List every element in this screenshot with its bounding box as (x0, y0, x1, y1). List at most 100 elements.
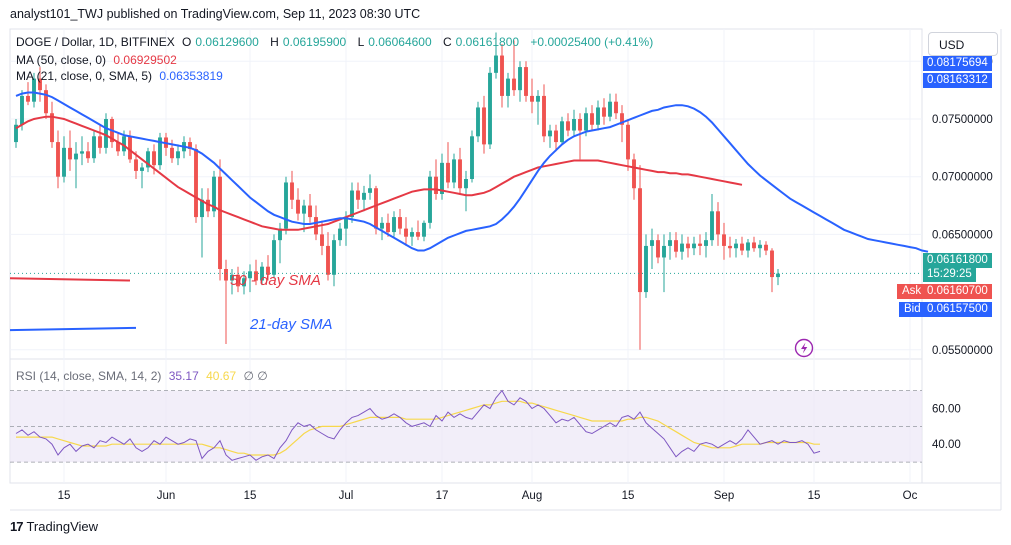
ma21-price-tag: 0.08163312 (923, 73, 992, 88)
candle (374, 185, 378, 235)
candle (524, 61, 528, 102)
candle-body (74, 153, 78, 160)
candle-body (710, 211, 714, 241)
candle (326, 232, 330, 281)
time-tick-label: Jul (339, 490, 354, 502)
lightning-icon[interactable] (794, 338, 814, 358)
candle-body (752, 242, 756, 249)
candle-body (566, 121, 570, 131)
candle (572, 109, 576, 137)
candle (356, 182, 360, 209)
candle-body (638, 188, 642, 293)
candle (494, 32, 498, 79)
candle-body (482, 107, 486, 145)
candle (236, 266, 240, 293)
candle-body (434, 176, 438, 194)
candle (596, 100, 600, 131)
ask-price-tag: 0.06160700 (923, 284, 992, 299)
time-tick-label: Aug (522, 490, 542, 502)
rsi-legend[interactable]: RSI (14, close, SMA, 14, 2) 35.17 40.67 … (16, 369, 272, 383)
time-tick-label: 15 (622, 490, 635, 502)
candle (740, 236, 744, 256)
candle-body (422, 222, 426, 237)
candle-body (230, 274, 234, 281)
candle-body (326, 245, 330, 275)
candle-body (590, 113, 594, 125)
candle (698, 234, 702, 256)
candle (638, 165, 642, 350)
candle (290, 170, 294, 209)
candle-body (524, 67, 528, 96)
bid-price-tag: 0.06157500 (923, 302, 992, 317)
candle-body (716, 211, 720, 235)
candle (518, 61, 522, 102)
candle (32, 72, 36, 108)
candle-body (104, 119, 108, 148)
candle (728, 236, 732, 258)
candle (752, 236, 756, 252)
close-value: C 0.06161800 (443, 35, 520, 49)
candle-body (512, 78, 516, 91)
candle-body (374, 188, 378, 229)
candle-body (128, 136, 132, 160)
candle-body (80, 151, 84, 154)
candle-body (446, 162, 450, 183)
candle (158, 132, 162, 170)
candle (656, 234, 660, 264)
candle (302, 199, 306, 233)
candle (146, 147, 150, 173)
currency-button[interactable]: USD (928, 32, 998, 56)
candle-body (236, 274, 240, 287)
candle-body (458, 159, 462, 189)
candle (140, 162, 144, 189)
ma50-legend[interactable]: MA (50, close, 0) 0.06929502 (16, 53, 181, 67)
candle-body (26, 95, 30, 102)
candle-body (362, 192, 366, 200)
candle (470, 130, 474, 183)
symbol-legend[interactable]: DOGE / Dollar, 1D, BITFINEX O 0.06129600 … (16, 35, 657, 49)
candle-body (620, 113, 624, 125)
candle (56, 130, 60, 189)
candle (488, 67, 492, 149)
candle-body (554, 130, 558, 143)
candle (266, 255, 270, 281)
candle-body (632, 159, 636, 189)
candle (500, 44, 504, 108)
candle-layer (14, 32, 780, 350)
candle (338, 222, 342, 246)
candle (188, 137, 192, 156)
candle (464, 170, 468, 212)
candle (512, 40, 516, 96)
candle (530, 78, 534, 114)
candle (632, 153, 636, 200)
candle (242, 271, 246, 295)
candle-body (356, 190, 360, 200)
candle-body (296, 199, 300, 214)
candle-body (746, 242, 750, 251)
ma21-legend[interactable]: MA (21, close, 0, SMA, 5) 0.06353819 (16, 69, 227, 83)
countdown-tag: 15:29:25 (923, 267, 976, 282)
candle-body (644, 245, 648, 293)
candle-body (776, 273, 780, 278)
candle (554, 124, 558, 152)
time-tick-label: 15 (808, 490, 821, 502)
candle (692, 236, 696, 256)
candle-body (44, 90, 48, 114)
candle (176, 144, 180, 166)
tradingview-logo[interactable]: 17 TradingView (10, 519, 98, 534)
candle-body (116, 142, 120, 152)
candle (416, 220, 420, 241)
candle (230, 269, 234, 295)
candle-body (476, 107, 480, 137)
candle (662, 234, 666, 293)
candle (26, 82, 30, 106)
candle (548, 124, 552, 148)
candle-body (254, 271, 258, 281)
candle-body (86, 151, 90, 159)
candle (194, 144, 198, 223)
candle (362, 185, 366, 212)
change-value: +0.00025400 (+0.41%) (530, 35, 654, 49)
candle (398, 209, 402, 235)
candle-body (194, 149, 198, 218)
